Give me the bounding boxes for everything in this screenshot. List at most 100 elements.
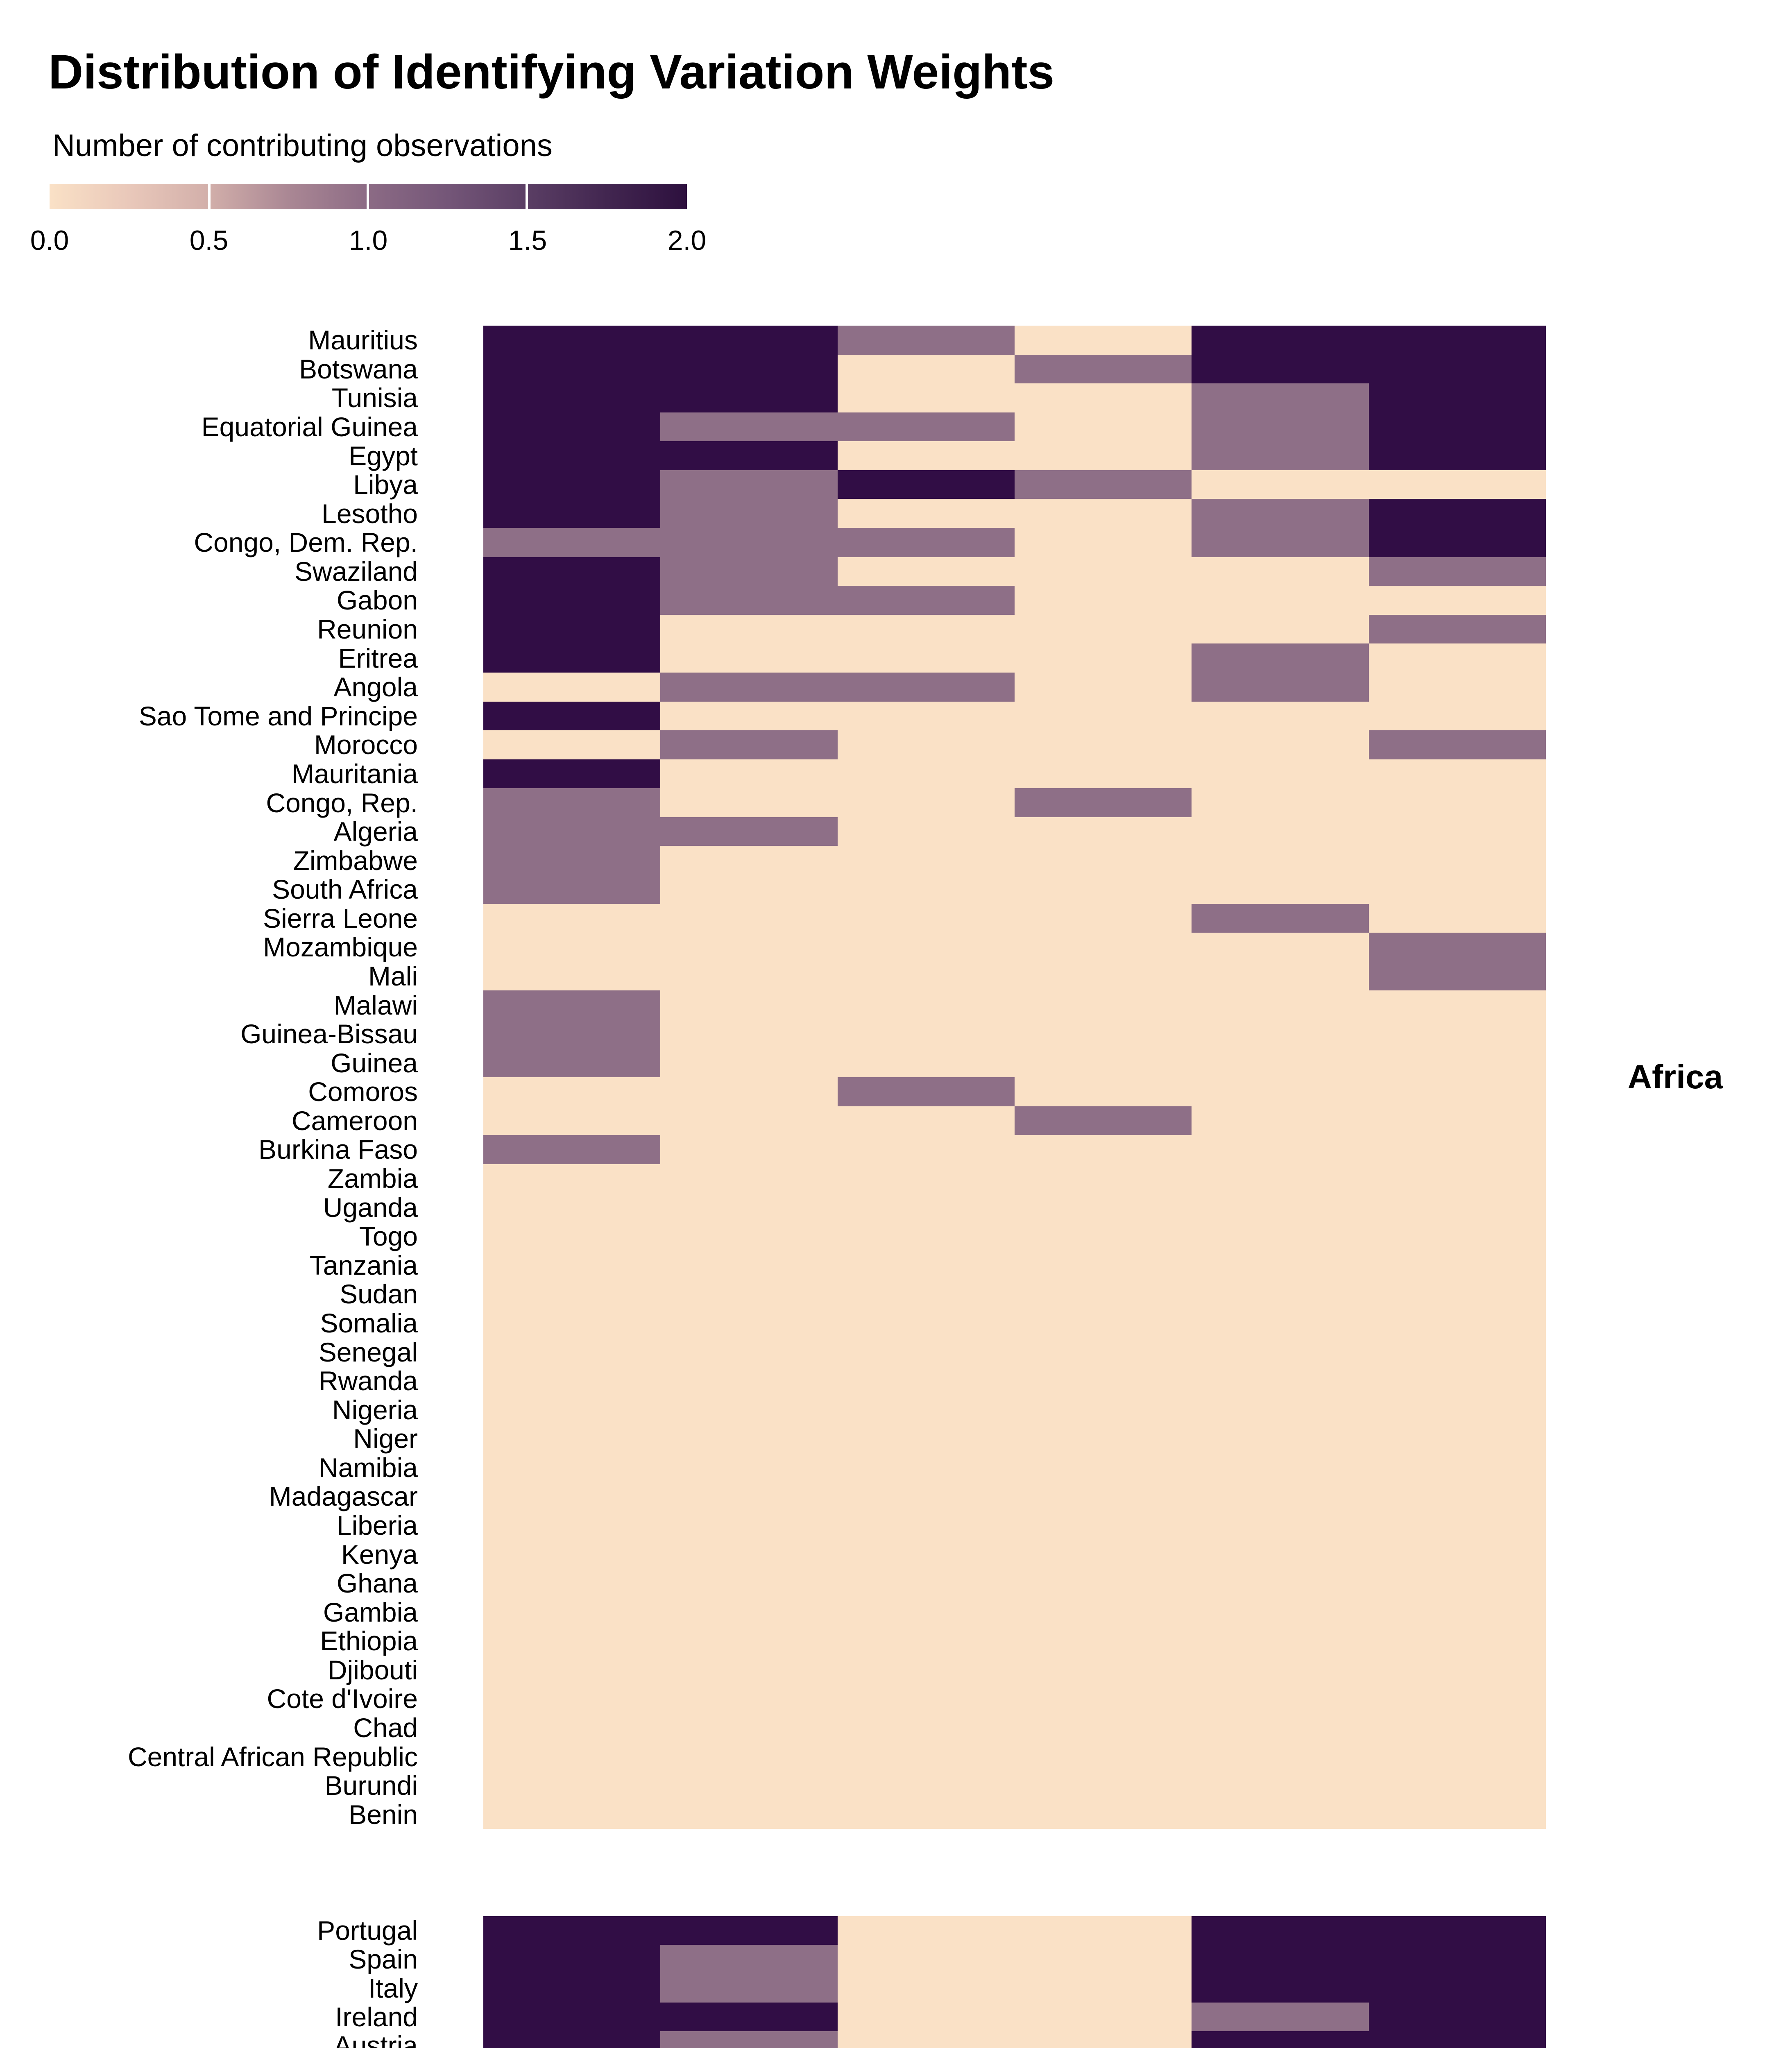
country-label: Egypt: [349, 440, 418, 471]
axis-gap: [418, 1973, 483, 2002]
heatmap-cell: [483, 1048, 661, 1078]
heatmap-cell: [837, 1771, 1015, 1800]
heatmap-cell: [1368, 1655, 1546, 1685]
heatmap-cell: [837, 1655, 1015, 1685]
heatmap-cell: [1192, 1251, 1369, 1280]
axis-gap: [418, 441, 483, 470]
heatmap-row: Niger: [0, 1424, 1546, 1453]
heatmap-cell: [837, 1395, 1015, 1424]
heatmap-cell: [1015, 1742, 1192, 1771]
heatmap-cell: [837, 499, 1015, 528]
country-label: Austria: [333, 2030, 418, 2048]
heatmap-cell: [837, 904, 1015, 933]
heatmap-row: Malawi: [0, 990, 1546, 1019]
heatmap-cell: [1192, 904, 1369, 933]
axis-gap: [418, 990, 483, 1019]
heatmap-cell: [483, 2031, 661, 2048]
axis-gap: [418, 1540, 483, 1569]
heatmap-cell: [483, 441, 661, 470]
heatmap-cell: [1368, 1540, 1546, 1569]
heatmap-cell: [483, 1568, 661, 1598]
heatmap-cell: [483, 1655, 661, 1685]
heatmap-cell: [660, 1684, 838, 1713]
heatmap-cell: [483, 2002, 661, 2031]
heatmap-cell: [1368, 614, 1546, 644]
heatmap-cell: [660, 1453, 838, 1482]
heatmap-cell: [483, 672, 661, 702]
heatmap-row: Congo, Rep.: [0, 788, 1546, 817]
heatmap-row: South Africa: [0, 874, 1546, 904]
heatmap-cell: [1192, 528, 1369, 557]
heatmap-cell: [660, 1713, 838, 1742]
heatmap-cell: [837, 1627, 1015, 1656]
heatmap-cell: [1368, 1366, 1546, 1396]
heatmap-cell: [1368, 990, 1546, 1019]
heatmap-cell: [660, 1164, 838, 1193]
heatmap-cell: [837, 1135, 1015, 1164]
heatmap-cell: [1192, 1800, 1369, 1829]
heatmap-row: Zambia: [0, 1164, 1546, 1193]
heatmap-cell: [660, 1221, 838, 1251]
heatmap-cell: [1368, 1800, 1546, 1829]
heatmap-cell: [1192, 1713, 1369, 1742]
heatmap-cell: [1015, 557, 1192, 586]
heatmap-cell: [1192, 759, 1369, 788]
heatmap-cell: [1368, 557, 1546, 586]
heatmap-cell: [837, 1916, 1015, 1945]
heatmap-cell: [660, 1395, 838, 1424]
heatmap-cell: [1015, 1366, 1192, 1396]
heatmap-cell: [1192, 557, 1369, 586]
heatmap-cell: [1192, 1482, 1369, 1511]
heatmap-cell: [1192, 326, 1369, 355]
heatmap-cell: [1015, 1019, 1192, 1049]
country-label: Ghana: [336, 1568, 418, 1599]
heatmap-cell: [1368, 1048, 1546, 1078]
country-label: Somalia: [320, 1307, 418, 1338]
heatmap-cell: [1015, 1280, 1192, 1309]
heatmap-cell: [1192, 1742, 1369, 1771]
heatmap-cell: [837, 701, 1015, 731]
heatmap-cell: [837, 961, 1015, 991]
heatmap-cell: [1015, 614, 1192, 644]
heatmap-cell: [1192, 961, 1369, 991]
heatmap-cell: [1368, 528, 1546, 557]
heatmap-cell: [837, 614, 1015, 644]
heatmap-row: Burkina Faso: [0, 1135, 1546, 1164]
heatmap-cell: [660, 1106, 838, 1135]
heatmap-cell: [1368, 1713, 1546, 1742]
heatmap-cell: [1368, 1511, 1546, 1540]
heatmap-row: Tunisia: [0, 383, 1546, 412]
heatmap-cell: [1015, 1048, 1192, 1078]
country-label: Congo, Rep.: [266, 787, 418, 818]
heatmap-row: Eritrea: [0, 643, 1546, 673]
heatmap-cell: [660, 1366, 838, 1396]
heatmap-cell: [1192, 990, 1369, 1019]
heatmap-cell: [837, 1337, 1015, 1366]
country-label: Cameroon: [291, 1105, 418, 1136]
heatmap-cell: [483, 1106, 661, 1135]
heatmap-cell: [1015, 1482, 1192, 1511]
heatmap-cell: [1368, 1771, 1546, 1800]
chart-title: Distribution of Identifying Variation We…: [48, 45, 1055, 99]
country-label: Swaziland: [295, 556, 418, 587]
heatmap-cell: [1015, 470, 1192, 499]
heatmap-cell: [1015, 441, 1192, 470]
heatmap-cell: [837, 874, 1015, 904]
heatmap-cell: [837, 933, 1015, 962]
heatmap-row: Sudan: [0, 1280, 1546, 1309]
heatmap-cell: [660, 1135, 838, 1164]
axis-gap: [418, 1742, 483, 1771]
heatmap-cell: [837, 788, 1015, 817]
heatmap-row: Burundi: [0, 1771, 1546, 1800]
heatmap-cell: [660, 441, 838, 470]
legend-tick-label: 0.5: [189, 225, 229, 256]
legend-tick-label: 1.5: [508, 225, 547, 256]
heatmap-cell: [837, 1511, 1015, 1540]
heatmap-row: Mauritius: [0, 326, 1546, 355]
heatmap-cell: [837, 1482, 1015, 1511]
axis-gap: [418, 962, 483, 991]
heatmap-cell: [483, 1684, 661, 1713]
heatmap-cell: [1368, 441, 1546, 470]
heatmap-cell: [1192, 1019, 1369, 1049]
heatmap-cell: [837, 383, 1015, 412]
